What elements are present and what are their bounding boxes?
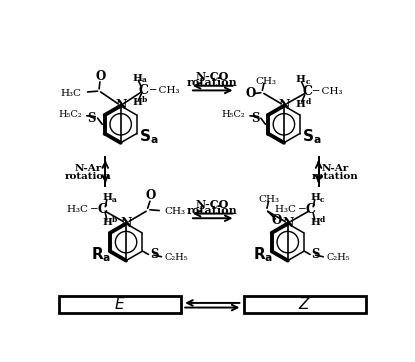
Text: CH₃: CH₃ — [255, 77, 276, 86]
Text: rotation: rotation — [187, 205, 238, 216]
Text: H: H — [103, 218, 112, 227]
Text: $\mathit{E}$: $\mathit{E}$ — [114, 296, 126, 312]
Text: S: S — [312, 248, 320, 261]
Text: H: H — [296, 75, 306, 84]
Text: H: H — [133, 98, 142, 107]
Text: C: C — [139, 84, 149, 97]
Text: N-Ar: N-Ar — [75, 164, 102, 173]
Text: N: N — [115, 99, 126, 112]
Text: N-Ar: N-Ar — [322, 164, 349, 173]
Text: O: O — [95, 70, 106, 83]
Text: rotation: rotation — [187, 77, 238, 88]
Text: S: S — [88, 111, 96, 125]
Text: O: O — [246, 87, 256, 100]
Text: H₃C ─: H₃C ─ — [275, 205, 305, 214]
Text: a: a — [142, 76, 147, 84]
Text: c: c — [320, 196, 325, 204]
Text: H₃C ─: H₃C ─ — [67, 205, 98, 214]
Text: S: S — [150, 248, 159, 261]
Text: H₅C₂: H₅C₂ — [59, 110, 82, 119]
Text: CH₃: CH₃ — [259, 195, 280, 204]
Text: ─ CH₃: ─ CH₃ — [312, 88, 343, 96]
Text: $\mathbf{S_a}$: $\mathbf{S_a}$ — [139, 127, 158, 146]
Text: d: d — [305, 98, 311, 106]
Text: H: H — [296, 100, 306, 109]
Text: N: N — [278, 99, 290, 112]
Text: H₅C₂: H₅C₂ — [222, 110, 245, 119]
Text: O: O — [272, 214, 282, 227]
Text: N: N — [120, 217, 132, 230]
Text: H₃C: H₃C — [61, 89, 81, 98]
Text: C₂H₅: C₂H₅ — [326, 253, 350, 262]
Text: c: c — [305, 78, 310, 86]
Text: $\mathbf{S_a}$: $\mathbf{S_a}$ — [302, 127, 321, 146]
Text: H: H — [133, 73, 142, 83]
Text: H: H — [310, 218, 320, 227]
Bar — [244, 296, 366, 313]
Bar — [59, 296, 181, 313]
Text: d: d — [320, 216, 325, 224]
Text: N-CO: N-CO — [195, 71, 229, 82]
Text: b: b — [112, 216, 117, 224]
Text: $\mathit{Z}$: $\mathit{Z}$ — [298, 296, 311, 312]
Text: $\mathbf{R_a}$: $\mathbf{R_a}$ — [253, 245, 273, 264]
Text: H: H — [310, 193, 320, 202]
Text: C: C — [306, 203, 316, 216]
Text: a: a — [112, 196, 117, 204]
Text: C: C — [302, 85, 312, 98]
Text: rotation: rotation — [65, 172, 112, 181]
Text: N-CO: N-CO — [195, 199, 229, 210]
Text: ─ CH₃: ─ CH₃ — [149, 86, 180, 95]
Text: CH₃: CH₃ — [165, 207, 186, 216]
Text: $\mathbf{R_a}$: $\mathbf{R_a}$ — [91, 245, 112, 264]
Text: O: O — [146, 189, 156, 202]
Text: S: S — [251, 111, 259, 125]
Text: b: b — [142, 96, 147, 104]
Text: C₂H₅: C₂H₅ — [165, 253, 188, 262]
Text: N: N — [282, 217, 293, 230]
Text: H: H — [103, 193, 112, 202]
Text: rotation: rotation — [312, 172, 359, 181]
Text: C: C — [98, 203, 108, 216]
